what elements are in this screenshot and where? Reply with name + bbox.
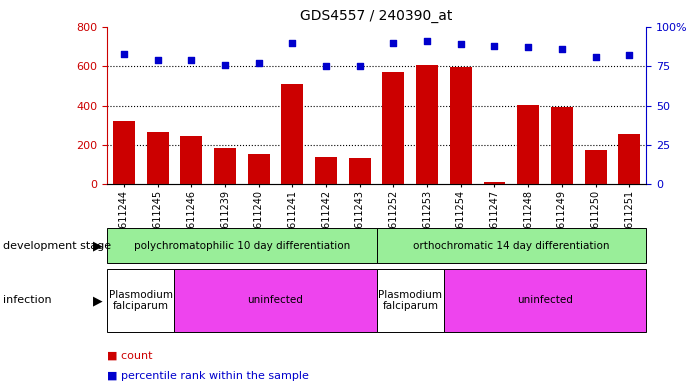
- Bar: [107, 228, 377, 263]
- Point: [556, 46, 567, 52]
- Text: Plasmodium
falciparum: Plasmodium falciparum: [378, 290, 442, 311]
- Text: orthochromatic 14 day differentiation: orthochromatic 14 day differentiation: [413, 241, 609, 251]
- Bar: [349, 158, 370, 184]
- Bar: [416, 65, 438, 184]
- Point: [489, 43, 500, 49]
- Bar: [180, 136, 202, 184]
- Point: [388, 40, 399, 46]
- Text: ▶: ▶: [93, 239, 102, 252]
- Text: infection: infection: [3, 295, 52, 306]
- Bar: [214, 148, 236, 184]
- Bar: [315, 157, 337, 184]
- Bar: [377, 228, 646, 263]
- Bar: [484, 182, 505, 184]
- Bar: [450, 67, 472, 184]
- Text: uninfected: uninfected: [517, 295, 573, 306]
- Point: [186, 57, 197, 63]
- Bar: [146, 132, 169, 184]
- Text: Plasmodium
falciparum: Plasmodium falciparum: [108, 290, 173, 311]
- Point: [422, 38, 433, 44]
- Bar: [518, 104, 539, 184]
- Point: [287, 40, 298, 46]
- Bar: [551, 107, 573, 184]
- Text: polychromatophilic 10 day differentiation: polychromatophilic 10 day differentiatio…: [134, 241, 350, 251]
- Bar: [377, 269, 444, 332]
- Bar: [585, 150, 607, 184]
- Bar: [383, 72, 404, 184]
- Text: uninfected: uninfected: [247, 295, 303, 306]
- Point: [253, 60, 264, 66]
- Text: ■ count: ■ count: [107, 350, 153, 360]
- Point: [455, 41, 466, 47]
- Point: [354, 63, 366, 70]
- Title: GDS4557 / 240390_at: GDS4557 / 240390_at: [301, 9, 453, 23]
- Text: ▶: ▶: [93, 294, 102, 307]
- Point: [321, 63, 332, 70]
- Text: development stage: development stage: [3, 241, 111, 251]
- Bar: [444, 269, 646, 332]
- Bar: [281, 84, 303, 184]
- Text: ■ percentile rank within the sample: ■ percentile rank within the sample: [107, 371, 309, 381]
- Point: [152, 57, 163, 63]
- Bar: [113, 121, 135, 184]
- Point: [220, 61, 231, 68]
- Point: [522, 44, 533, 50]
- Bar: [248, 154, 269, 184]
- Bar: [618, 134, 640, 184]
- Point: [590, 54, 601, 60]
- Bar: [107, 269, 174, 332]
- Point: [624, 52, 635, 58]
- Point: [118, 51, 129, 57]
- Bar: [174, 269, 377, 332]
